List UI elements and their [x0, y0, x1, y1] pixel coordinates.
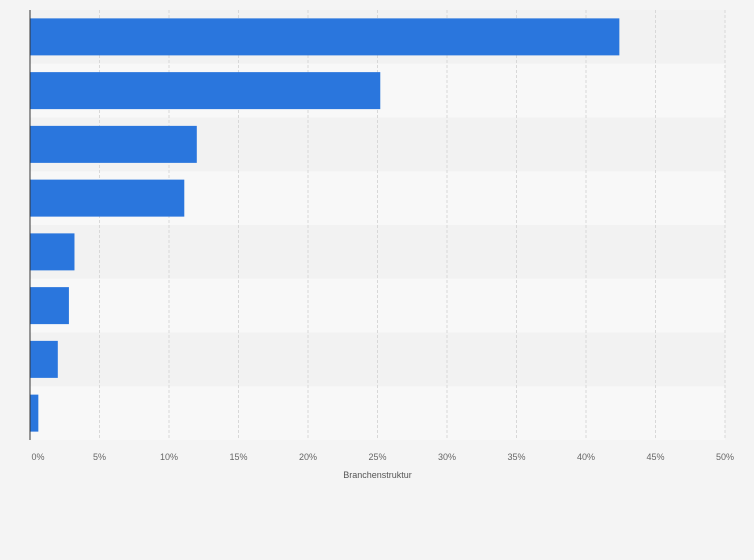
x-tick-label: 40% — [577, 452, 595, 462]
x-tick-label: 15% — [229, 452, 247, 462]
x-tick-labels: 0% 5% 10% 15% 20% 25% 30% 35% 40% 45% 50% — [31, 452, 734, 462]
x-tick-label: 10% — [160, 452, 178, 462]
bars — [30, 18, 620, 432]
x-tick-label: 20% — [299, 452, 317, 462]
x-tick-label: 25% — [368, 452, 386, 462]
bar[interactable] — [30, 233, 75, 271]
x-axis-title: Branchenstruktur — [343, 470, 412, 480]
bar[interactable] — [30, 287, 69, 325]
bar[interactable] — [30, 125, 197, 163]
x-tick-label: 35% — [507, 452, 525, 462]
bar[interactable] — [30, 394, 39, 432]
x-tick-label: 50% — [716, 452, 734, 462]
bar[interactable] — [30, 72, 381, 110]
bar[interactable] — [30, 18, 620, 56]
x-tick-label: 5% — [93, 452, 106, 462]
x-tick-label: 45% — [646, 452, 664, 462]
x-tick-label: 0% — [31, 452, 44, 462]
bar[interactable] — [30, 179, 185, 217]
bar[interactable] — [30, 340, 58, 378]
x-tick-label: 30% — [438, 452, 456, 462]
